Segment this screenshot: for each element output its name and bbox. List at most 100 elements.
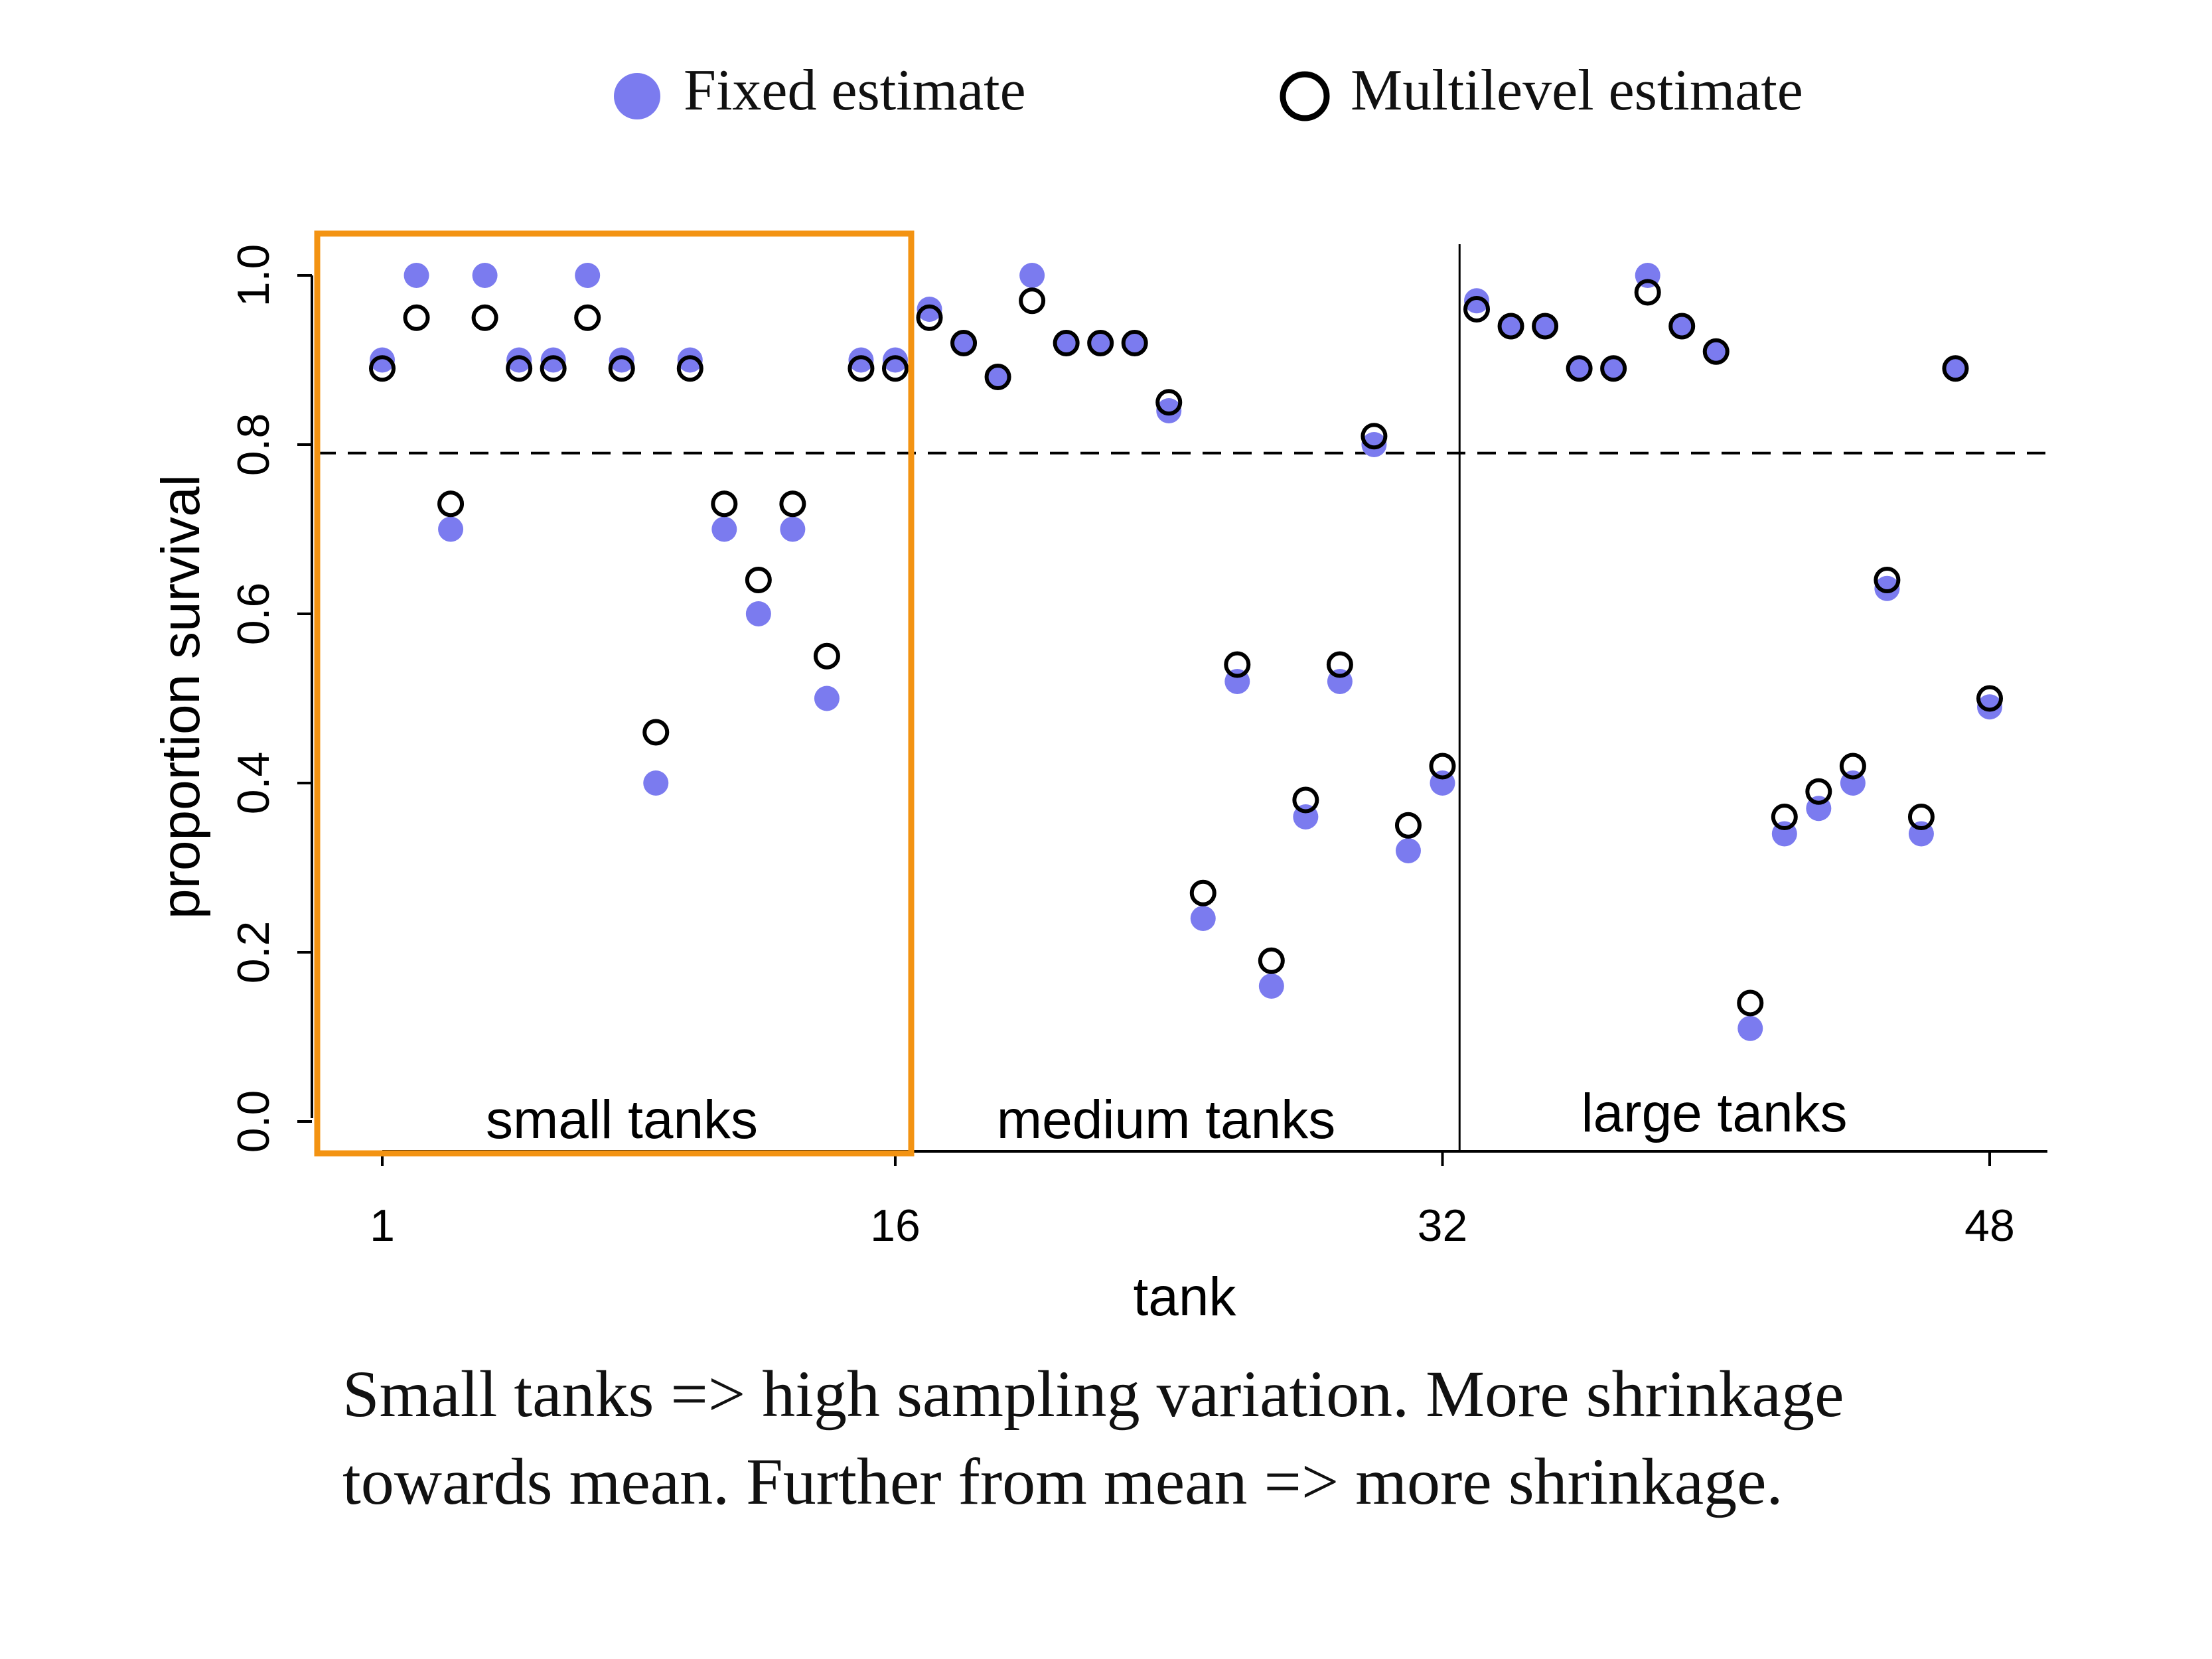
fixed-estimate-points — [370, 263, 2002, 1041]
fixed-estimate-point — [882, 347, 908, 373]
multilevel-estimate-point — [813, 642, 840, 670]
multilevel-estimate-point — [1155, 389, 1183, 416]
multilevel-estimate-point — [1942, 355, 1969, 382]
fixed-estimate-point — [780, 516, 806, 542]
x-tick-label: 16 — [870, 1200, 921, 1251]
multilevel-estimate-point — [1668, 313, 1696, 340]
fixed-estimate-point — [1190, 906, 1216, 931]
caption-line-2: towards mean. Further from mean => more … — [342, 1445, 1783, 1518]
fixed-estimate-point — [1156, 398, 1182, 423]
fixed-estimate-point — [985, 364, 1011, 390]
fixed-estimate-point — [370, 347, 395, 373]
multilevel-estimate-points — [369, 279, 2003, 1017]
x-tick-label: 32 — [1418, 1200, 1468, 1251]
multilevel-estimate-point — [711, 490, 738, 518]
small-tanks-highlight-box — [314, 230, 915, 1157]
fixed-estimate-point — [506, 347, 532, 373]
fixed-estimate-point — [1532, 313, 1558, 339]
multilevel-estimate-point — [1121, 330, 1148, 356]
caption: Small tanks => high sampling variation. … — [342, 1350, 2068, 1526]
fixed-estimate-point — [711, 516, 737, 542]
fixed-estimate-point — [472, 263, 498, 288]
fixed-estimate-point — [1395, 838, 1421, 863]
multilevel-estimate-point — [916, 304, 943, 331]
fixed-estimate-point — [917, 297, 942, 322]
multilevel-estimate-point — [1907, 804, 1935, 830]
fixed-estimate-point — [848, 347, 874, 373]
multilevel-estimate-point — [1874, 567, 1901, 593]
group-label-large: large tanks — [1581, 1083, 1847, 1143]
fixed-estimate-point — [1943, 356, 1968, 382]
multilevel-estimate-point — [403, 304, 430, 331]
y-tick-label: 0.0 — [228, 1090, 279, 1153]
multilevel-estimate-point — [471, 304, 498, 331]
multilevel-estimate-point — [1224, 651, 1251, 678]
x-tick-label: 48 — [1964, 1200, 2015, 1251]
multilevel-estimate-point — [1053, 330, 1080, 356]
fixed-estimate-point — [1498, 313, 1524, 339]
legend-multilevel-label: Multilevel estimate — [1351, 58, 1803, 123]
multilevel-estimate-point — [1463, 296, 1491, 323]
fixed-estimate-point — [438, 516, 464, 542]
multilevel-estimate-point — [848, 355, 875, 382]
fixed-estimate-point — [1019, 263, 1045, 288]
multilevel-estimate-point — [779, 490, 806, 518]
y-tick-label: 0.2 — [228, 921, 279, 984]
fixed-estimate-point — [1122, 330, 1147, 356]
fixed-estimate-point — [1601, 356, 1627, 382]
multilevel-estimate-point — [881, 355, 909, 382]
fixed-estimate-point — [814, 685, 840, 711]
y-tick-label: 0.6 — [228, 583, 279, 646]
y-axis-label: proportion survival — [151, 474, 211, 919]
multilevel-estimate-point — [1189, 879, 1217, 906]
multilevel-estimate-point — [1019, 287, 1046, 315]
multilevel-estimate-point — [1737, 989, 1764, 1017]
fixed-estimate-point — [1669, 313, 1695, 339]
multilevel-estimate-point — [540, 355, 567, 382]
multilevel-estimate-point — [1634, 279, 1661, 306]
y-tick-label: 1.0 — [228, 244, 279, 307]
fixed-estimate-point — [677, 347, 703, 373]
fixed-estimate-point — [1053, 330, 1079, 356]
multilevel-estimate-point — [1497, 313, 1524, 340]
x-axis-label: tank — [1134, 1267, 1237, 1327]
fixed-estimate-point — [1258, 974, 1284, 999]
group-label-small: small tanks — [486, 1090, 758, 1150]
x-tick-label: 1 — [370, 1200, 395, 1251]
multilevel-estimate-point — [437, 490, 465, 518]
fixed-estimate-point — [1737, 1015, 1763, 1041]
legend-fixed-label: Fixed estimate — [684, 58, 1026, 123]
multilevel-estimate-point — [1771, 804, 1798, 830]
fixed-estimate-point — [1464, 288, 1490, 314]
x-ticks: 1 16 32 48 — [370, 1151, 2015, 1251]
multilevel-estimate-point — [1839, 753, 1866, 780]
multilevel-estimate-point — [1258, 947, 1285, 974]
multilevel-estimate-point — [1600, 355, 1627, 382]
multilevel-estimate-point — [1532, 313, 1559, 340]
multilevel-estimate-point — [1292, 786, 1319, 814]
caption-line-1: Small tanks => high sampling variation. … — [342, 1357, 1844, 1431]
group-label-medium: medium tanks — [997, 1090, 1335, 1150]
multilevel-estimate-point — [1087, 330, 1114, 356]
multilevel-estimate-point — [1702, 338, 1730, 365]
fixed-estimate-point — [951, 330, 977, 356]
multilevel-estimate-point — [574, 304, 601, 331]
fixed-estimate-point — [1874, 575, 1900, 601]
multilevel-estimate-point — [745, 567, 772, 593]
fixed-estimate-point — [1361, 432, 1387, 457]
multilevel-estimate-point — [1976, 685, 2003, 712]
fixed-estimate-point — [1566, 356, 1592, 382]
fixed-estimate-point — [745, 601, 771, 626]
multilevel-estimate-point — [1361, 423, 1388, 450]
multilevel-estimate-point — [1326, 651, 1353, 678]
multilevel-estimate-point — [1805, 778, 1832, 805]
axes: 0.0 0.2 0.4 0.6 0.8 1.0 1 16 32 48 tank proporti… — [151, 244, 2047, 1327]
legend-multilevel-marker — [1280, 71, 1330, 121]
multilevel-estimate-point — [1429, 753, 1456, 780]
y-tick-label: 0.4 — [228, 752, 279, 815]
legend: Fixed estimate Multilevel estimate — [614, 58, 1803, 123]
multilevel-estimate-point — [608, 355, 635, 382]
multilevel-estimate-point — [950, 330, 978, 356]
fixed-estimate-point — [575, 263, 601, 288]
